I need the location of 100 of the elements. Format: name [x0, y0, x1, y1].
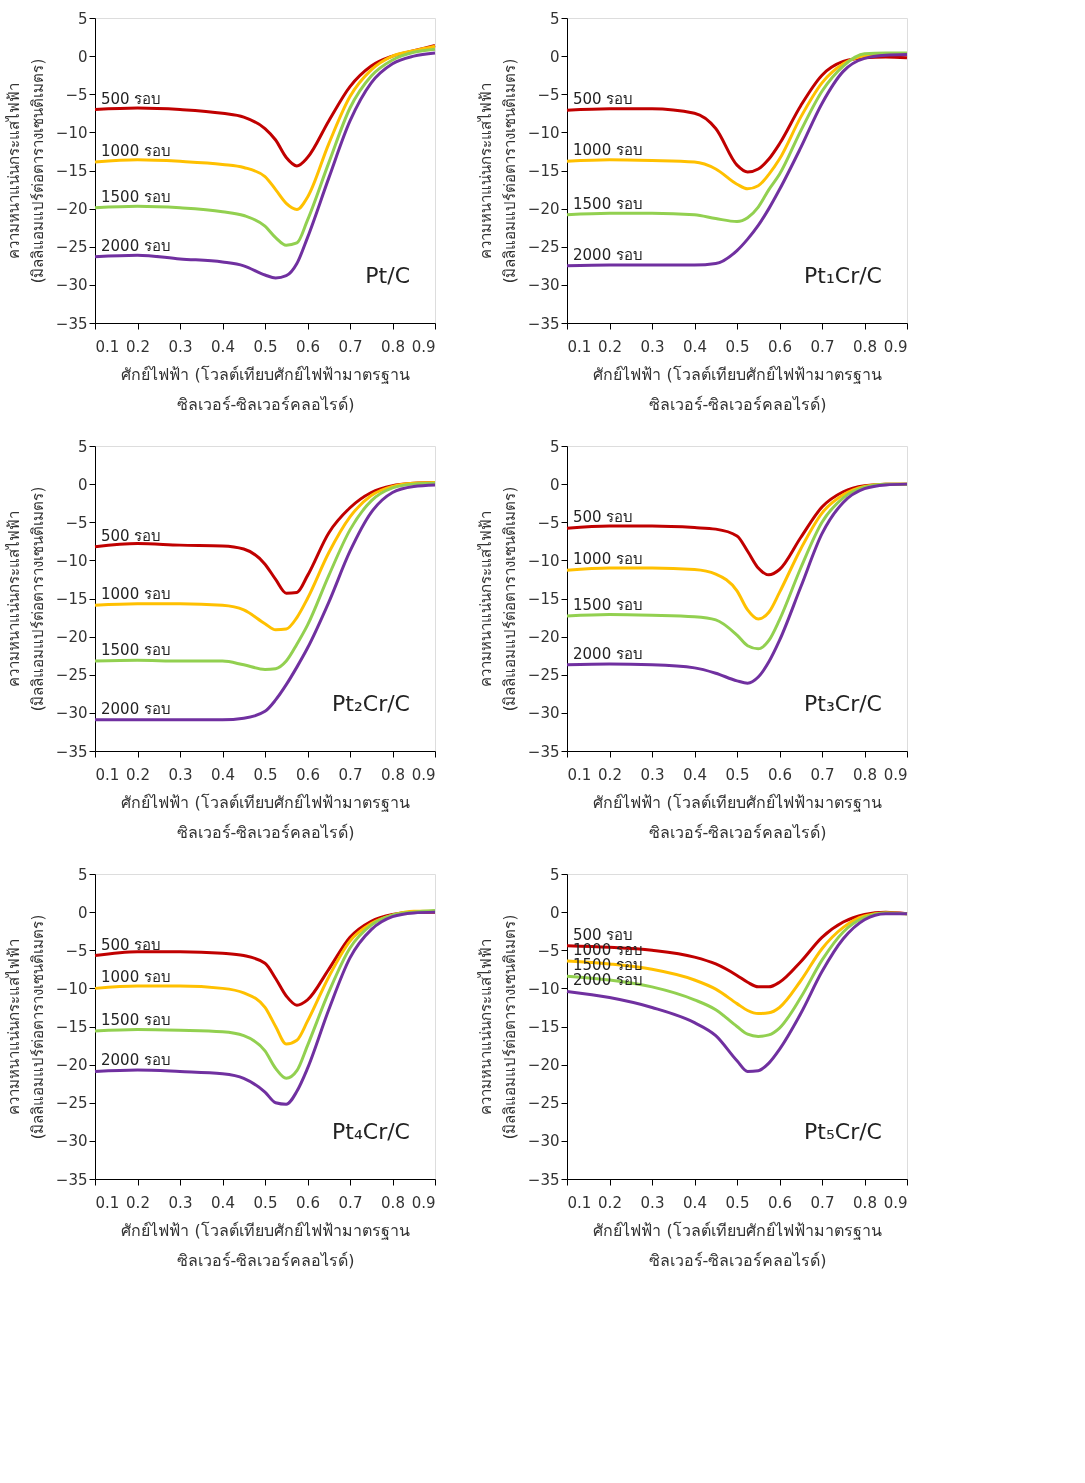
y-tick-label: 5	[549, 865, 560, 884]
line-series	[93, 483, 437, 722]
y-tick-label: 5	[77, 9, 88, 28]
annotation: Pt₄Cr/C	[332, 1119, 410, 1144]
x-axis-title: ศักย์ไฟฟ้า (โวลต์เทียบศักย์ไฟฟ้ามาตรฐาน ซิลเวอร์-ซิลเวอร์คลอไรด์)	[593, 792, 882, 842]
annotation: Pt/C	[365, 263, 410, 288]
y-tick-label: 0	[549, 903, 560, 922]
y-tick-label: −30	[527, 276, 560, 295]
series-label: 1000 รอบ	[101, 142, 171, 161]
y-axis-title: ความหนาแน่นกระแสไฟฟ้า (มิลลิแอมแปร์ต่อตารางเซนติเมตร)	[4, 914, 47, 1140]
x-tick-label: 0.7	[338, 337, 363, 356]
x-tick-label: 0.4	[683, 1193, 707, 1212]
y-tick-label: −15	[527, 590, 560, 608]
y-tick-label: −35	[55, 1170, 88, 1189]
y-tick-label: −20	[55, 1056, 88, 1075]
series-label: 2000 รอบ	[101, 699, 171, 718]
x-tick-label: 0.8	[853, 337, 877, 356]
y-tick-label: −20	[55, 200, 88, 219]
x-tick-label: 0.4	[211, 765, 235, 784]
x-tick-label: 0.4	[211, 1193, 235, 1212]
x-tick-label: 0.5	[253, 337, 278, 356]
series-label: 500 รอบ	[101, 526, 162, 545]
x-tick-label: 0.9	[883, 1193, 908, 1212]
x-tick-label: 0.1	[95, 765, 120, 784]
series-label: 500 รอบ	[101, 89, 162, 108]
y-tick-label: −25	[527, 666, 560, 685]
x-tick-label: 0.3	[640, 765, 665, 784]
y-tick-label: −15	[527, 162, 560, 180]
y-axis-title: ความหนาแน่นกระแสไฟฟ้า (มิลลิแอมแปร์ต่อตารางเซนติเมตร)	[476, 58, 519, 284]
y-tick-label: −25	[527, 238, 560, 257]
x-tick-label: 0.2	[126, 765, 150, 784]
series-label: 1500 รอบ	[101, 1011, 171, 1030]
x-tick-label: 0.8	[381, 337, 405, 356]
y-tick-label: −25	[527, 1094, 560, 1113]
y-tick-label: −10	[55, 979, 88, 998]
series-label: 1000 รอบ	[573, 141, 643, 160]
y-tick-label: −30	[55, 276, 88, 295]
y-tick-label: −25	[55, 666, 88, 685]
x-axis-title: ศักย์ไฟฟ้า (โวลต์เทียบศักย์ไฟฟ้ามาตรฐาน ซิลเวอร์-ซิลเวอร์คลอไรด์)	[593, 364, 882, 414]
series-label: 2000 รอบ	[101, 1051, 171, 1070]
x-tick-label: 0.3	[168, 765, 193, 784]
series-label: 1000 รอบ	[573, 550, 643, 569]
y-tick-label: −20	[527, 200, 560, 219]
x-tick-label: 0.9	[883, 337, 908, 356]
y-tick-label: −20	[527, 628, 560, 647]
x-tick-label: 0.8	[381, 1193, 405, 1212]
y-tick-label: −10	[527, 551, 560, 570]
y-tick-label: −5	[537, 941, 560, 960]
series-label: 2000 รอบ	[573, 245, 643, 264]
x-tick-label: 0.3	[168, 337, 193, 356]
x-tick-label: 0.6	[296, 337, 320, 356]
annotation: Pt₃Cr/C	[804, 691, 882, 716]
y-tick-label: −5	[65, 513, 88, 532]
series-label: 2000 รอบ	[101, 236, 171, 255]
x-axis-title: ศักย์ไฟฟ้า (โวลต์เทียบศักย์ไฟฟ้ามาตรฐาน ซิลเวอร์-ซิลเวอร์คลอไรด์)	[121, 1220, 410, 1270]
annotation: Pt₅Cr/C	[804, 1119, 882, 1144]
y-tick-label: −25	[55, 1094, 88, 1113]
x-tick-label: 0.7	[338, 1193, 363, 1212]
x-tick-label: 0.6	[296, 765, 320, 784]
x-tick-label: 0.1	[567, 765, 592, 784]
series-label: 1000 รอบ	[101, 968, 171, 987]
x-tick-label: 0.8	[853, 765, 877, 784]
x-tick-label: 0.9	[411, 765, 436, 784]
x-tick-label: 0.7	[810, 765, 835, 784]
y-tick-label: −30	[527, 1132, 560, 1151]
y-tick-label: −10	[55, 551, 88, 570]
y-tick-label: 0	[77, 475, 88, 494]
y-tick-label: −35	[527, 742, 560, 761]
x-tick-label: 0.7	[810, 337, 835, 356]
series-label: 1500 รอบ	[573, 596, 643, 615]
y-tick-label: −5	[65, 85, 88, 104]
y-tick-label: −25	[55, 238, 88, 257]
x-tick-label: 0.4	[211, 337, 235, 356]
y-tick-label: −20	[55, 628, 88, 647]
x-tick-label: 0.7	[810, 1193, 835, 1212]
y-tick-label: 5	[549, 9, 560, 28]
y-axis-title: ความหนาแน่นกระแสไฟฟ้า (มิลลิแอมแปร์ต่อตารางเซนติเมตร)	[476, 914, 519, 1140]
y-tick-label: −5	[537, 85, 560, 104]
y-tick-label: −10	[55, 123, 88, 142]
x-tick-label: 0.9	[411, 1193, 436, 1212]
y-tick-label: −30	[55, 1132, 88, 1151]
annotation: Pt₂Cr/C	[332, 691, 410, 716]
line-series	[93, 481, 437, 632]
y-tick-label: −15	[55, 162, 88, 180]
x-tick-label: 0.1	[95, 337, 120, 356]
y-tick-label: −35	[55, 742, 88, 761]
y-tick-label: −10	[527, 123, 560, 142]
y-tick-label: −10	[527, 979, 560, 998]
y-tick-label: −5	[65, 941, 88, 960]
x-tick-label: 0.2	[598, 765, 622, 784]
y-tick-label: 5	[77, 865, 88, 884]
x-tick-label: 0.6	[296, 1193, 320, 1212]
y-tick-label: 5	[549, 437, 560, 456]
series-label: 1500 รอบ	[101, 187, 171, 206]
y-tick-label: −35	[55, 314, 88, 333]
x-tick-label: 0.2	[598, 337, 622, 356]
y-tick-label: 5	[77, 437, 88, 456]
x-tick-label: 0.5	[253, 765, 278, 784]
x-tick-label: 0.8	[853, 1193, 877, 1212]
x-tick-label: 0.9	[883, 765, 908, 784]
